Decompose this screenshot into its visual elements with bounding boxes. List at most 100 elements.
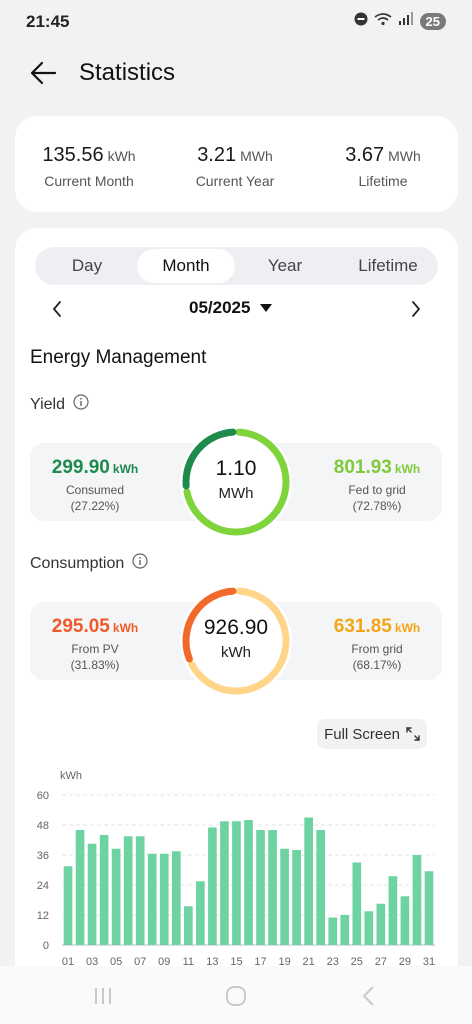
ring-value: 926.90 bbox=[203, 616, 269, 639]
flow-label: From grid bbox=[351, 642, 403, 656]
x-tick-label: 29 bbox=[399, 956, 411, 968]
flow-label: From PV bbox=[71, 642, 119, 656]
bar bbox=[244, 820, 253, 945]
recent-apps-icon bbox=[95, 988, 111, 1004]
summary-value: 135.56 bbox=[42, 144, 104, 166]
flow-percent: (31.83%) bbox=[70, 658, 120, 672]
bar bbox=[280, 848, 289, 945]
x-tick-label: 31 bbox=[423, 956, 435, 968]
summary-label: Current Year bbox=[195, 173, 275, 189]
tab-year[interactable]: Year bbox=[267, 256, 303, 275]
status-time: 21:45 bbox=[26, 12, 70, 31]
bar bbox=[63, 866, 73, 945]
bar bbox=[147, 853, 157, 945]
flow-unit: kWh bbox=[394, 462, 421, 476]
yield-fed-to-grid: 801.93 kWh Fed to grid (72.78%) bbox=[312, 457, 442, 514]
yield-consumed-value-row: 299.90 kWh bbox=[30, 457, 160, 479]
x-tick-label: 15 bbox=[230, 956, 242, 968]
bar bbox=[75, 830, 85, 945]
y-tick-label: 36 bbox=[37, 850, 49, 862]
y-tick-label: 12 bbox=[37, 910, 49, 922]
bar bbox=[268, 830, 277, 945]
ring-segment-fed-to-grid bbox=[183, 428, 290, 536]
info-icon[interactable] bbox=[132, 553, 148, 574]
bar bbox=[376, 903, 386, 945]
bar bbox=[135, 836, 145, 945]
info-icon[interactable] bbox=[73, 394, 89, 415]
consumption-pv-value-row: 295.05 kWh bbox=[30, 616, 160, 638]
ring-segment-consumed bbox=[182, 428, 237, 490]
bar bbox=[111, 848, 121, 945]
tab-month[interactable]: Month bbox=[137, 249, 235, 283]
bar bbox=[424, 871, 434, 945]
yield-title: Yield bbox=[30, 394, 89, 415]
date-label: 05/2025 bbox=[189, 298, 251, 317]
flow-label: Consumed bbox=[65, 483, 125, 497]
bar bbox=[352, 862, 362, 945]
chevron-right-icon bbox=[412, 301, 421, 317]
page-title: Statistics bbox=[79, 59, 176, 86]
x-tick-label: 25 bbox=[351, 956, 363, 968]
bar bbox=[340, 915, 350, 945]
next-month-button[interactable] bbox=[406, 296, 426, 322]
back-triangle-icon bbox=[362, 986, 374, 1006]
x-tick-label: 13 bbox=[206, 956, 218, 968]
date-picker[interactable]: 05/2025 bbox=[189, 298, 273, 318]
wifi-icon bbox=[374, 12, 392, 31]
x-tick-label: 23 bbox=[327, 956, 339, 968]
bar bbox=[400, 896, 410, 945]
recent-apps-button[interactable] bbox=[90, 984, 116, 1008]
home-button[interactable] bbox=[223, 984, 249, 1008]
flow-label: Fed to grid bbox=[348, 483, 406, 497]
x-tick-label: 19 bbox=[278, 956, 290, 968]
bar bbox=[328, 917, 338, 945]
yield-consumed: 299.90 kWh Consumed (27.22%) bbox=[30, 457, 160, 514]
tab-day[interactable]: Day bbox=[71, 256, 103, 275]
consumption-grid-value-row: 631.85 kWh bbox=[312, 616, 442, 638]
x-tick-label: 07 bbox=[134, 956, 146, 968]
tab-lifetime[interactable]: Lifetime bbox=[358, 256, 418, 275]
y-tick-label: 0 bbox=[43, 940, 49, 952]
yield-ring-chart: 1.10 MWh bbox=[180, 426, 292, 538]
bar bbox=[184, 906, 193, 945]
x-tick-label: 27 bbox=[375, 956, 387, 968]
back-button[interactable] bbox=[26, 56, 60, 90]
signal-icon bbox=[398, 12, 414, 31]
bar bbox=[232, 821, 241, 945]
consumption-from-grid: 631.85 kWh From grid (68.17%) bbox=[312, 616, 442, 673]
date-navigator: 05/2025 bbox=[15, 296, 458, 324]
bar bbox=[159, 853, 169, 945]
status-icons: 25 bbox=[354, 12, 446, 31]
consumption-from-pv: 295.05 kWh From PV (31.83%) bbox=[30, 616, 160, 673]
back-nav-button[interactable] bbox=[356, 984, 382, 1008]
y-tick-label: 48 bbox=[37, 820, 49, 832]
battery-indicator: 25 bbox=[419, 13, 446, 30]
bar bbox=[304, 817, 313, 945]
ring-segment-from-pv bbox=[182, 587, 237, 663]
bar bbox=[123, 836, 133, 945]
previous-month-button[interactable] bbox=[47, 296, 67, 322]
bar bbox=[220, 821, 229, 945]
flow-percent: (72.78%) bbox=[352, 499, 402, 513]
header: Statistics bbox=[0, 52, 472, 96]
y-tick-label: 24 bbox=[37, 880, 49, 892]
summary-value: 3.21 bbox=[197, 144, 237, 166]
flow-value: 801.93 bbox=[333, 457, 392, 478]
summary-lifetime: 3.67 MWh Lifetime bbox=[333, 144, 433, 189]
x-tick-label: 21 bbox=[303, 956, 315, 968]
flow-percent: (27.22%) bbox=[70, 499, 120, 513]
ring-unit: kWh bbox=[221, 644, 251, 661]
full-screen-button[interactable]: Full Screen bbox=[317, 719, 427, 749]
ring-center: 926.90 kWh bbox=[180, 616, 292, 661]
summary-current-month: 135.56 kWh Current Month bbox=[39, 144, 139, 189]
summary-label: Current Month bbox=[44, 173, 134, 189]
x-tick-label: 01 bbox=[62, 956, 74, 968]
period-tabs: Day Month Year Lifetime bbox=[35, 247, 438, 285]
consumption-title: Consumption bbox=[30, 553, 148, 574]
statistics-card: Day Month Year Lifetime 05/2025 Energy M… bbox=[15, 228, 458, 988]
bar bbox=[412, 855, 422, 945]
bar bbox=[87, 843, 97, 945]
ring-segment-from-grid bbox=[188, 587, 290, 695]
x-tick-label: 11 bbox=[183, 956, 194, 968]
yield-fed-value-row: 801.93 kWh bbox=[312, 457, 442, 479]
